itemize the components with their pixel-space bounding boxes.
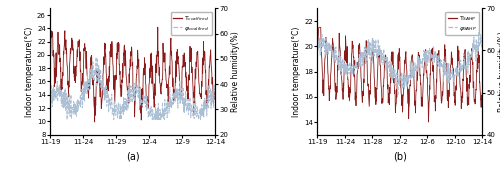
Y-axis label: Indoor temperature(°C): Indoor temperature(°C) [292, 26, 302, 117]
Y-axis label: Relative humidity(%): Relative humidity(%) [498, 31, 500, 112]
X-axis label: (b): (b) [393, 152, 407, 162]
Y-axis label: Relative humidity(%): Relative humidity(%) [231, 31, 240, 112]
Legend: T$_{SAHP}$, $\varphi_{SAHP}$: T$_{SAHP}$, $\varphi_{SAHP}$ [446, 12, 480, 35]
Y-axis label: Indoor temperature(°C): Indoor temperature(°C) [25, 26, 34, 117]
X-axis label: (a): (a) [126, 152, 140, 162]
Legend: T$_{coalfired}$, $\varphi_{coalfired}$: T$_{coalfired}$, $\varphi_{coalfired}$ [170, 12, 212, 35]
